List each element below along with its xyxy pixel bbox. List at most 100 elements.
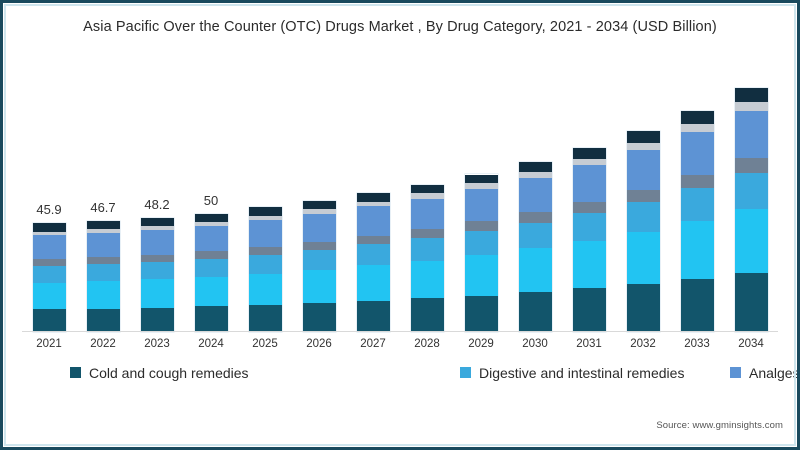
bar-segment[interactable] bbox=[518, 248, 552, 293]
stacked-bar[interactable] bbox=[302, 200, 336, 332]
bar-segment[interactable] bbox=[680, 278, 714, 332]
bar-segment[interactable] bbox=[356, 235, 390, 245]
bar-segment[interactable] bbox=[626, 283, 660, 332]
bar-slot[interactable] bbox=[618, 60, 668, 332]
bar-segment[interactable] bbox=[32, 309, 66, 332]
bar-segment[interactable] bbox=[86, 221, 120, 230]
bar-slot[interactable] bbox=[402, 60, 452, 332]
bar-segment[interactable] bbox=[194, 251, 228, 259]
bar-segment[interactable] bbox=[302, 249, 336, 270]
bar-segment[interactable] bbox=[572, 213, 606, 241]
bar-segment[interactable] bbox=[248, 273, 282, 305]
bar-segment[interactable] bbox=[140, 261, 174, 280]
bar-segment[interactable] bbox=[518, 171, 552, 178]
bar-segment[interactable] bbox=[410, 229, 444, 239]
bar-segment[interactable] bbox=[248, 220, 282, 247]
bar-segment[interactable] bbox=[302, 200, 336, 210]
bar-segment[interactable] bbox=[572, 158, 606, 166]
bar-slot[interactable]: 50 bbox=[186, 60, 236, 332]
bar-segment[interactable] bbox=[140, 229, 174, 255]
bar-slot[interactable] bbox=[672, 60, 722, 332]
bar-segment[interactable] bbox=[86, 229, 120, 234]
bar-segment[interactable] bbox=[302, 269, 336, 303]
bar-segment[interactable] bbox=[86, 308, 120, 332]
bar-segment[interactable] bbox=[194, 221, 228, 226]
bar-segment[interactable] bbox=[32, 235, 66, 260]
bar-segment[interactable] bbox=[518, 162, 552, 172]
bar-segment[interactable] bbox=[680, 124, 714, 132]
bar-segment[interactable] bbox=[32, 259, 66, 266]
bar-segment[interactable] bbox=[572, 201, 606, 214]
bar-segment[interactable] bbox=[680, 131, 714, 175]
bar-segment[interactable] bbox=[572, 165, 606, 202]
bar-segment[interactable] bbox=[302, 241, 336, 250]
bar-segment[interactable] bbox=[410, 193, 444, 199]
bar-segment[interactable] bbox=[140, 307, 174, 332]
bar-segment[interactable] bbox=[734, 172, 768, 209]
bar-segment[interactable] bbox=[680, 174, 714, 189]
bar-slot[interactable] bbox=[348, 60, 398, 332]
bar-segment[interactable] bbox=[302, 209, 336, 214]
bar-segment[interactable] bbox=[86, 281, 120, 309]
bar-segment[interactable] bbox=[680, 221, 714, 279]
bar-segment[interactable] bbox=[32, 265, 66, 283]
bar-segment[interactable] bbox=[410, 238, 444, 261]
bar-segment[interactable] bbox=[356, 193, 390, 202]
stacked-bar[interactable] bbox=[32, 223, 66, 332]
bar-segment[interactable] bbox=[194, 258, 228, 277]
bar-segment[interactable] bbox=[464, 231, 498, 256]
bar-segment[interactable] bbox=[248, 246, 282, 255]
bar-segment[interactable] bbox=[734, 102, 768, 111]
bar-segment[interactable] bbox=[86, 257, 120, 265]
bar-slot[interactable] bbox=[294, 60, 344, 332]
bar-slot[interactable] bbox=[564, 60, 614, 332]
bar-segment[interactable] bbox=[626, 189, 660, 202]
bar-segment[interactable] bbox=[626, 231, 660, 284]
bar-segment[interactable] bbox=[464, 295, 498, 332]
bar-segment[interactable] bbox=[302, 213, 336, 242]
bar-segment[interactable] bbox=[248, 254, 282, 274]
stacked-bar[interactable] bbox=[86, 221, 120, 332]
stacked-bar[interactable] bbox=[140, 217, 174, 332]
bar-slot[interactable] bbox=[240, 60, 290, 332]
legend-item[interactable]: Analgesics bbox=[730, 365, 800, 381]
bar-segment[interactable] bbox=[410, 260, 444, 299]
bar-segment[interactable] bbox=[248, 304, 282, 332]
bar-slot[interactable]: 48.2 bbox=[132, 60, 182, 332]
stacked-bar[interactable] bbox=[518, 162, 552, 332]
stacked-bar[interactable] bbox=[464, 174, 498, 332]
bar-segment[interactable] bbox=[626, 142, 660, 150]
bar-segment[interactable] bbox=[518, 223, 552, 249]
bar-segment[interactable] bbox=[194, 276, 228, 307]
stacked-bar[interactable] bbox=[626, 131, 660, 332]
bar-segment[interactable] bbox=[410, 184, 444, 194]
stacked-bar[interactable] bbox=[194, 213, 228, 332]
bar-segment[interactable] bbox=[464, 174, 498, 184]
bar-segment[interactable] bbox=[464, 221, 498, 232]
stacked-bar[interactable] bbox=[572, 148, 606, 332]
bar-segment[interactable] bbox=[194, 213, 228, 222]
bar-segment[interactable] bbox=[626, 131, 660, 143]
bar-segment[interactable] bbox=[410, 198, 444, 230]
bar-segment[interactable] bbox=[680, 111, 714, 125]
bar-segment[interactable] bbox=[464, 188, 498, 222]
bar-segment[interactable] bbox=[248, 215, 282, 221]
bar-segment[interactable] bbox=[518, 177, 552, 213]
legend-item[interactable]: Cold and cough remedies bbox=[70, 365, 460, 381]
stacked-bar[interactable] bbox=[734, 88, 768, 332]
bar-segment[interactable] bbox=[356, 201, 390, 207]
bar-segment[interactable] bbox=[518, 292, 552, 332]
bar-segment[interactable] bbox=[194, 306, 228, 332]
bar-segment[interactable] bbox=[734, 272, 768, 332]
bar-segment[interactable] bbox=[356, 206, 390, 236]
bar-segment[interactable] bbox=[680, 188, 714, 222]
bar-segment[interactable] bbox=[464, 255, 498, 296]
bar-slot[interactable] bbox=[456, 60, 506, 332]
bar-segment[interactable] bbox=[32, 282, 66, 310]
bar-slot[interactable]: 46.7 bbox=[78, 60, 128, 332]
bar-segment[interactable] bbox=[140, 225, 174, 230]
bar-segment[interactable] bbox=[464, 183, 498, 189]
bar-segment[interactable] bbox=[32, 231, 66, 236]
bar-slot[interactable] bbox=[726, 60, 776, 332]
bar-segment[interactable] bbox=[140, 279, 174, 308]
